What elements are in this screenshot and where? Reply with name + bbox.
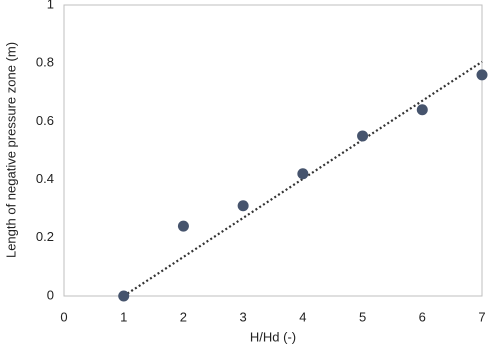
x-tick-label: 3 bbox=[240, 309, 247, 324]
data-point bbox=[237, 200, 249, 212]
x-tick-label: 5 bbox=[359, 309, 366, 324]
plot-frame bbox=[63, 4, 483, 297]
y-tick-label: 0.4 bbox=[36, 171, 54, 186]
y-axis-label: Length of negative pressure zone (m) bbox=[3, 42, 18, 258]
x-tick-label: 2 bbox=[180, 309, 187, 324]
data-point bbox=[177, 220, 189, 232]
y-tick-label: 1 bbox=[47, 0, 54, 11]
y-tick-label: 0 bbox=[47, 287, 54, 302]
y-tick-label: 0.8 bbox=[36, 55, 54, 70]
data-point bbox=[476, 69, 488, 81]
x-axis-label: H/Hd (-) bbox=[250, 329, 296, 344]
x-tick-label: 1 bbox=[120, 309, 127, 324]
data-point bbox=[118, 290, 130, 302]
trendline bbox=[123, 60, 483, 297]
x-tick-label: 7 bbox=[478, 309, 485, 324]
x-tick-label: 0 bbox=[60, 309, 67, 324]
x-tick-label: 6 bbox=[419, 309, 426, 324]
y-tick-label: 0.6 bbox=[36, 113, 54, 128]
data-point bbox=[416, 104, 428, 116]
x-tick-label: 4 bbox=[299, 309, 306, 324]
data-point bbox=[357, 130, 369, 142]
data-point bbox=[297, 168, 309, 180]
y-tick-label: 0.2 bbox=[36, 229, 54, 244]
